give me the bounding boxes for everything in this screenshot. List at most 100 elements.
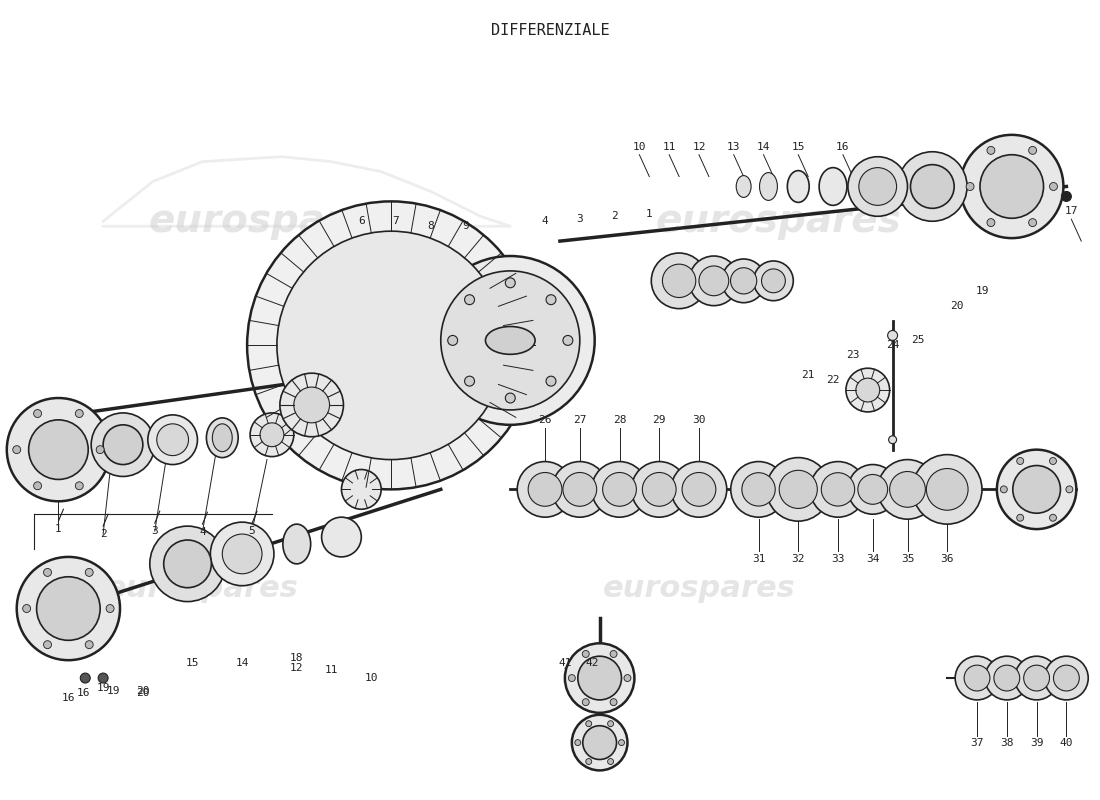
Circle shape: [34, 410, 42, 418]
Circle shape: [572, 714, 627, 770]
Text: 39: 39: [1030, 738, 1043, 748]
Text: 12: 12: [692, 142, 706, 152]
Text: 32: 32: [792, 554, 805, 564]
Text: 19: 19: [976, 286, 989, 296]
Text: 16: 16: [62, 693, 75, 703]
Circle shape: [13, 446, 21, 454]
Text: 16: 16: [77, 688, 90, 698]
Text: 29: 29: [652, 415, 666, 425]
Text: 37: 37: [970, 738, 983, 748]
Circle shape: [966, 182, 974, 190]
Ellipse shape: [485, 326, 535, 354]
Text: 11: 11: [662, 142, 675, 152]
Circle shape: [811, 462, 866, 517]
Circle shape: [1049, 514, 1056, 522]
Text: eurospares: eurospares: [150, 202, 395, 240]
Text: 1: 1: [55, 524, 62, 534]
Circle shape: [1016, 458, 1024, 465]
Circle shape: [926, 469, 968, 510]
Circle shape: [592, 462, 647, 517]
Text: 12: 12: [290, 663, 304, 673]
Circle shape: [260, 423, 284, 446]
Circle shape: [662, 264, 696, 298]
Text: 35: 35: [901, 554, 914, 564]
Circle shape: [761, 269, 785, 293]
Circle shape: [987, 146, 994, 154]
Text: eurospares: eurospares: [603, 574, 795, 603]
Circle shape: [546, 376, 556, 386]
Circle shape: [157, 424, 188, 456]
Ellipse shape: [759, 173, 778, 200]
Text: 2: 2: [612, 211, 618, 222]
Circle shape: [889, 436, 896, 444]
Circle shape: [682, 473, 716, 506]
Circle shape: [250, 413, 294, 457]
Circle shape: [1054, 665, 1079, 691]
Text: 15: 15: [186, 658, 199, 668]
Ellipse shape: [788, 170, 810, 202]
Circle shape: [1028, 218, 1036, 226]
Circle shape: [528, 473, 562, 506]
Circle shape: [955, 656, 999, 700]
Circle shape: [1049, 458, 1056, 465]
Circle shape: [16, 557, 120, 660]
Circle shape: [741, 473, 776, 506]
Circle shape: [846, 368, 890, 412]
Circle shape: [563, 473, 596, 506]
Text: 20: 20: [950, 301, 964, 310]
Circle shape: [582, 650, 590, 658]
Circle shape: [29, 420, 88, 479]
Circle shape: [913, 454, 982, 524]
Circle shape: [1013, 466, 1060, 514]
Text: eurospares: eurospares: [106, 574, 299, 603]
Circle shape: [689, 256, 739, 306]
Circle shape: [603, 473, 637, 506]
Circle shape: [222, 534, 262, 574]
Circle shape: [1016, 514, 1024, 522]
Text: 14: 14: [235, 658, 249, 668]
Circle shape: [75, 410, 84, 418]
Circle shape: [984, 656, 1028, 700]
Circle shape: [164, 540, 211, 588]
Text: 20: 20: [136, 688, 150, 698]
Text: 23: 23: [846, 350, 859, 360]
Circle shape: [1000, 486, 1008, 493]
Text: 27: 27: [573, 415, 586, 425]
Circle shape: [730, 462, 786, 517]
Text: 6: 6: [358, 216, 365, 226]
Circle shape: [505, 278, 515, 288]
Circle shape: [1024, 665, 1049, 691]
Text: 42: 42: [585, 658, 598, 668]
Text: 16: 16: [836, 142, 849, 152]
Text: 24: 24: [886, 340, 900, 350]
Text: 10: 10: [364, 673, 378, 683]
Circle shape: [848, 157, 908, 216]
Circle shape: [858, 474, 888, 504]
Circle shape: [569, 674, 575, 682]
Circle shape: [582, 698, 590, 706]
Text: 34: 34: [866, 554, 880, 564]
Circle shape: [1045, 656, 1088, 700]
Text: 4: 4: [541, 216, 549, 226]
Text: 11: 11: [324, 665, 339, 675]
Circle shape: [888, 330, 898, 341]
Circle shape: [1049, 182, 1057, 190]
Circle shape: [91, 413, 155, 477]
Text: 31: 31: [751, 554, 766, 564]
Circle shape: [23, 605, 31, 613]
Text: 41: 41: [558, 658, 572, 668]
Circle shape: [248, 202, 535, 490]
Circle shape: [44, 641, 52, 649]
Circle shape: [671, 462, 727, 517]
Circle shape: [563, 335, 573, 346]
Text: 17: 17: [1065, 206, 1078, 216]
Circle shape: [279, 373, 343, 437]
Circle shape: [997, 450, 1076, 529]
Text: 14: 14: [757, 142, 770, 152]
Circle shape: [1014, 656, 1058, 700]
Circle shape: [210, 522, 274, 586]
Text: 36: 36: [940, 554, 954, 564]
Circle shape: [321, 517, 361, 557]
Circle shape: [651, 253, 707, 309]
Circle shape: [618, 740, 625, 746]
